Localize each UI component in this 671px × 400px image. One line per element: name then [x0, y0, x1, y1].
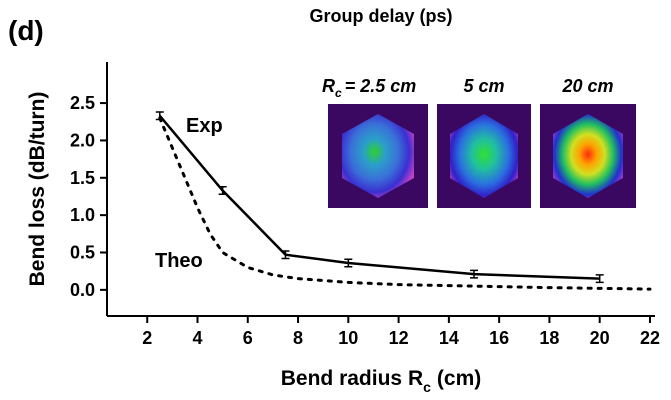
- x-tick-label: 2: [142, 328, 152, 348]
- x-tick-label: 14: [439, 328, 459, 348]
- y-axis-label: Bend loss (dB/turn): [26, 92, 49, 287]
- x-tick-label: 20: [590, 328, 610, 348]
- inset-label: Rc= 2.5 cm: [322, 76, 416, 100]
- x-axis-label: Bend radius Rc (cm): [281, 367, 482, 395]
- inset-label-sub: c: [335, 86, 342, 100]
- x-tick-label: 10: [338, 328, 358, 348]
- chart-title: Group delay (ps): [309, 6, 452, 26]
- x-tick-label: 22: [640, 328, 660, 348]
- x-axis-label-sub: c: [423, 379, 431, 395]
- insets: Rc= 2.5 cm 5 cm 20 cm: [322, 76, 636, 208]
- inset-label-text: = 2.5 cm: [345, 76, 417, 96]
- x-tick-label: 6: [243, 328, 253, 348]
- y-tick-label: 0.5: [70, 243, 95, 263]
- x-tick-label: 4: [192, 328, 202, 348]
- x-tick-label: 18: [539, 328, 559, 348]
- chart: (d) Group delay (ps) Bend loss (dB/turn)…: [0, 0, 671, 395]
- x-axis-label-unit: (cm): [437, 367, 481, 390]
- x-tick-label: 8: [293, 328, 303, 348]
- y-tick-label: 1.5: [70, 168, 95, 188]
- inset-label: 5 cm: [463, 76, 504, 96]
- series-label: Exp: [186, 115, 223, 137]
- y-tick-label: 0.0: [70, 280, 95, 300]
- y-tick-label: 2.0: [70, 130, 95, 150]
- y-tick-label: 1.0: [70, 205, 95, 225]
- x-tick-label: 16: [489, 328, 509, 348]
- series-label: Theo: [155, 250, 203, 272]
- panel-label: (d): [8, 15, 44, 46]
- inset-label-symbol: R: [322, 76, 335, 96]
- y-tick-label: 2.5: [70, 93, 95, 113]
- x-tick-label: 12: [389, 328, 409, 348]
- x-axis-label-text: Bend radius R: [281, 367, 423, 390]
- inset-label: 20 cm: [561, 76, 613, 96]
